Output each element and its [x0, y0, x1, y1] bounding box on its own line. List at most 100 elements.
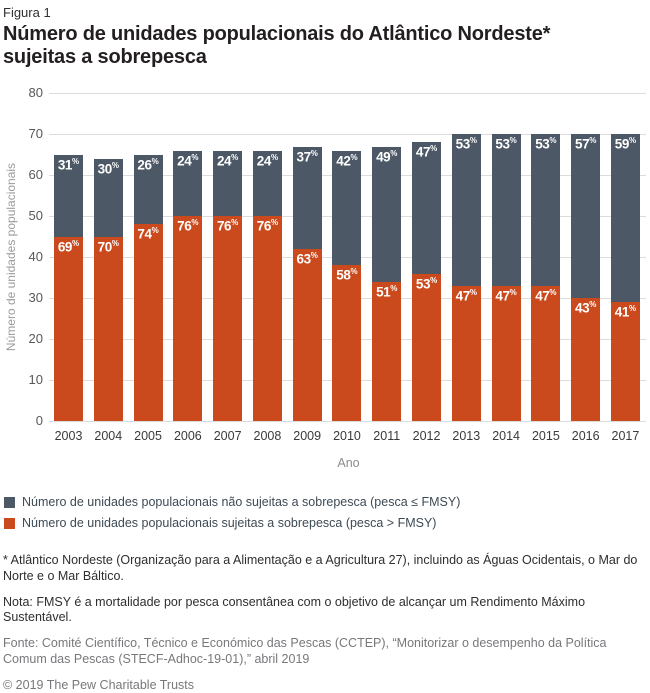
y-tick-0: 0 [35, 413, 43, 429]
segment-not-overfished: 42% [332, 150, 362, 266]
segment-not-overfished: 59% [610, 134, 640, 303]
x-tick-2006: 2006 [173, 429, 202, 444]
y-axis-ticks: 0 10 20 30 40 50 60 70 80 [19, 86, 49, 427]
bar-2015: 53% 47% [531, 134, 561, 422]
segment-not-overfished: 30% [93, 158, 123, 237]
percent-label: 42% [336, 152, 358, 169]
percent-label: 41% [614, 304, 637, 320]
percent-label: 63% [296, 251, 318, 267]
percent-label: 53% [495, 136, 517, 152]
percent-label: 47% [535, 287, 557, 304]
percent-label: 53% [415, 275, 438, 292]
percent-label: 30% [97, 160, 119, 177]
y-tick-70: 70 [28, 126, 43, 142]
x-axis-ticks: 2003 2004 2005 2006 2007 2008 2009 2010 2011 2012… [54, 429, 640, 443]
percent-label: 51% [376, 283, 398, 300]
percent-label: 74% [137, 226, 159, 242]
bar-2017: 59% 41% [610, 134, 640, 422]
legend-swatch-orange [4, 517, 15, 529]
bar-2007: 24% 76% [213, 150, 243, 422]
legend: Número de unidades populacionais não suj… [4, 495, 648, 530]
x-axis-title: Ano [337, 456, 360, 471]
legend-swatch-slate [4, 496, 15, 508]
legend-label: Número de unidades populacionais sujeita… [22, 516, 437, 531]
segment-overfished: 41% [610, 302, 640, 422]
segment-overfished: 70% [93, 236, 123, 422]
footnotes: * Atlântico Nordeste (Organização para a… [3, 553, 648, 693]
segment-overfished: 63% [292, 249, 322, 422]
legend-item-overfished: Número de unidades populacionais sujeita… [4, 516, 648, 530]
segment-not-overfished: 53% [451, 134, 481, 286]
segment-not-overfished: 37% [292, 146, 322, 249]
x-tick-2017: 2017 [611, 429, 640, 444]
segment-not-overfished: 31% [54, 154, 83, 237]
segment-not-overfished: 26% [133, 154, 163, 225]
percent-label: 76% [216, 218, 239, 234]
y-tick-20: 20 [28, 331, 43, 347]
bar-2014: 53% 47% [491, 134, 521, 422]
y-tick-80: 80 [28, 85, 43, 101]
percent-label: 70% [97, 238, 119, 255]
gridline-80 [49, 92, 646, 94]
x-tick-2009: 2009 [293, 429, 322, 444]
segment-overfished: 76% [173, 216, 203, 422]
segment-not-overfished: 49% [372, 146, 402, 282]
x-tick-2015: 2015 [531, 429, 560, 444]
x-tick-2014: 2014 [492, 429, 520, 444]
percent-label: 57% [574, 136, 597, 152]
percent-label: 31% [57, 156, 80, 173]
footnote-copyright: © 2019 The Pew Charitable Trusts [3, 677, 195, 692]
percent-label: 69% [57, 238, 80, 255]
bar-2012: 47% 53% [412, 142, 442, 422]
segment-overfished: 47% [491, 285, 521, 422]
segment-overfished: 69% [54, 236, 83, 422]
x-tick-2007: 2007 [213, 429, 242, 444]
segment-not-overfished: 24% [252, 150, 282, 217]
segment-not-overfished: 53% [491, 134, 521, 286]
segment-overfished: 76% [252, 216, 282, 422]
page-title: Número de unidades populacionais do Atlâ… [3, 23, 551, 68]
percent-label: 24% [177, 152, 199, 169]
segment-overfished: 58% [332, 265, 362, 422]
chart: Número de unidades populacionais 0 10 20 30… [3, 86, 648, 471]
x-tick-2003: 2003 [54, 429, 83, 444]
bar-2013: 53% 47% [451, 134, 481, 422]
segment-overfished: 51% [372, 281, 402, 422]
percent-label: 47% [415, 144, 438, 160]
y-tick-50: 50 [28, 208, 43, 224]
segment-overfished: 53% [412, 273, 442, 422]
bar-2006: 24% 76% [173, 150, 203, 422]
percent-label: 53% [455, 136, 477, 152]
segment-not-overfished: 47% [412, 142, 442, 274]
percent-label: 43% [574, 300, 597, 316]
x-tick-2004: 2004 [94, 429, 123, 444]
legend-label: Número de unidades populacionais não suj… [22, 495, 461, 510]
percent-label: 53% [535, 136, 557, 152]
percent-label: 58% [336, 267, 358, 283]
segment-not-overfished: 24% [173, 150, 203, 217]
bar-2010: 42% 58% [332, 150, 362, 422]
x-tick-2005: 2005 [134, 429, 162, 444]
x-tick-2008: 2008 [253, 429, 282, 444]
x-tick-2012: 2012 [412, 429, 441, 444]
bar-2005: 26% 74% [133, 154, 163, 422]
footnote-nota: Nota: FMSY é a mortalidade por pesca con… [3, 594, 586, 625]
percent-label: 24% [256, 152, 279, 169]
x-tick-2011: 2011 [373, 429, 401, 444]
bar-2004: 30% 70% [93, 158, 123, 422]
x-tick-2013: 2013 [452, 429, 481, 444]
percent-label: 24% [216, 152, 239, 169]
x-tick-2016: 2016 [571, 429, 600, 444]
bar-2011: 49% 51% [372, 146, 402, 422]
bar-2008: 24% 76% [252, 150, 282, 422]
percent-label: 37% [296, 148, 318, 164]
percent-label: 76% [256, 218, 279, 234]
percent-label: 76% [177, 218, 199, 234]
percent-label: 47% [455, 287, 477, 304]
footnote-asterisk: * Atlântico Nordeste (Organização para a… [3, 553, 638, 583]
bar-2003: 31% 69% [54, 154, 83, 422]
y-axis-title: Número de unidades populacionais [4, 163, 18, 352]
footnote-fonte: Fonte: Comité Científico, Técnico e Econ… [3, 636, 607, 666]
y-tick-10: 10 [28, 372, 43, 388]
